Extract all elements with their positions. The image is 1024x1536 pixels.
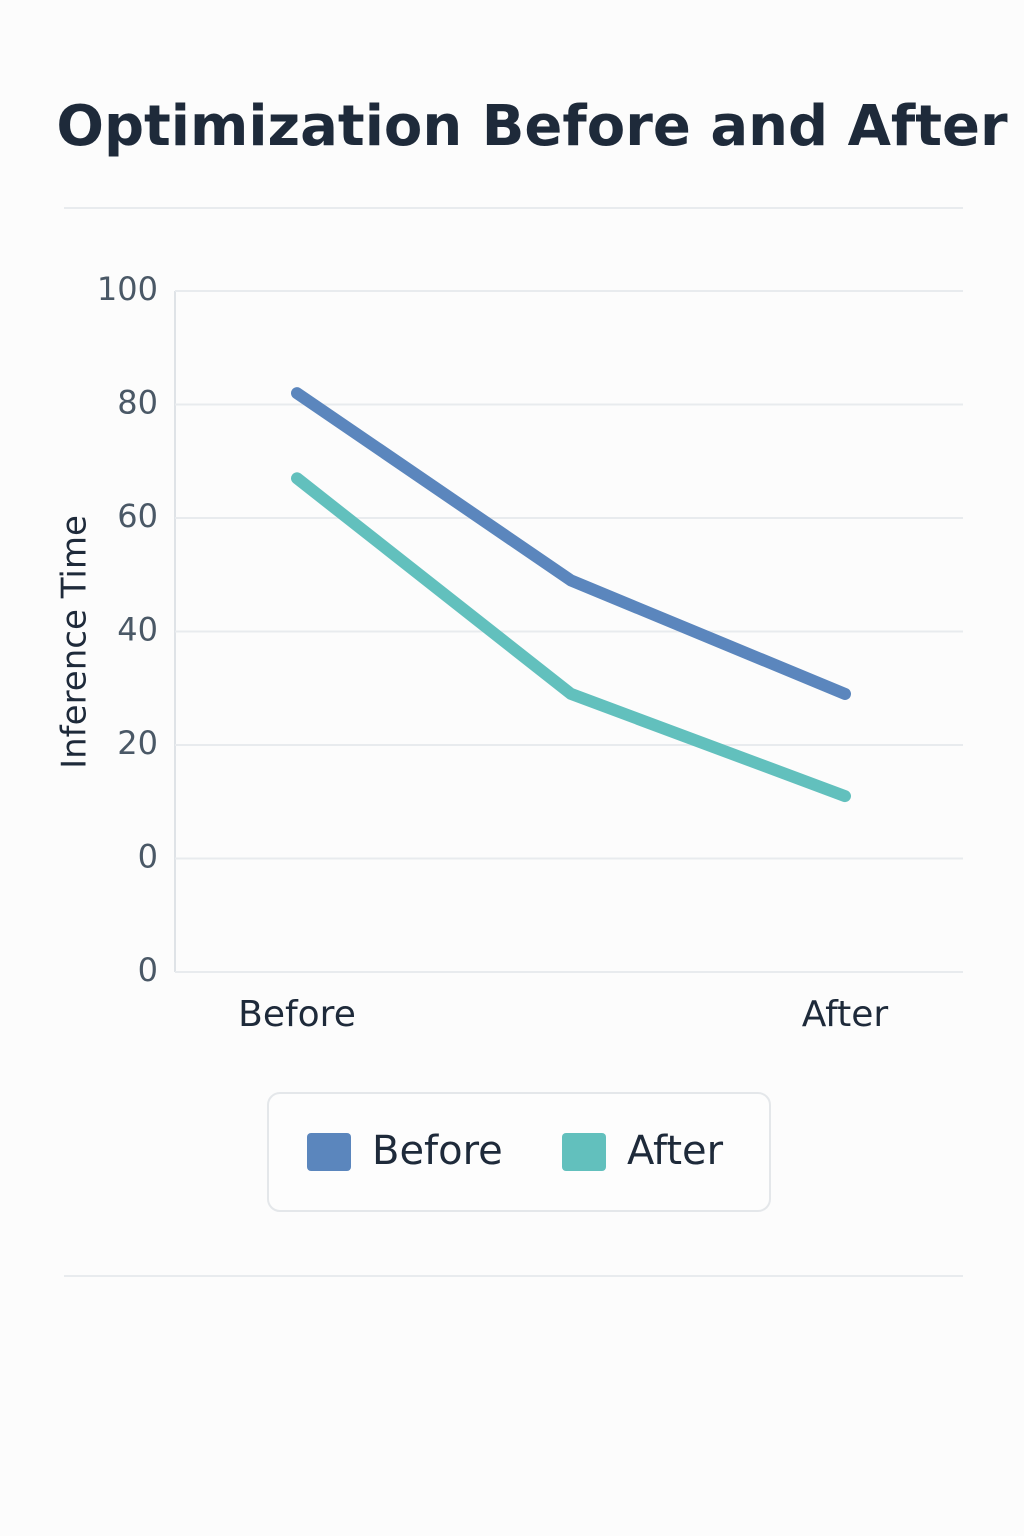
y-tick-label: 20 <box>117 724 158 762</box>
legend-swatch <box>562 1133 606 1171</box>
chart-title: Optimization Before and After <box>56 94 1008 159</box>
y-axis-label: Inference Time <box>55 515 95 769</box>
y-tick-label: 40 <box>117 611 158 649</box>
x-tick-label: Before <box>238 994 356 1035</box>
legend-label: After <box>627 1128 724 1174</box>
y-tick-label: 0 <box>138 951 158 989</box>
legend-box <box>267 1092 771 1212</box>
y-tick-label: 60 <box>117 497 158 535</box>
y-tick-label: 0 <box>138 838 158 876</box>
y-tick-label: 100 <box>97 270 158 308</box>
legend-swatch <box>307 1133 351 1171</box>
x-tick-label: After <box>802 994 889 1035</box>
line <box>291 472 851 803</box>
y-tick-label: 80 <box>117 384 158 422</box>
legend-label: Before <box>372 1128 503 1174</box>
line <box>291 387 851 700</box>
